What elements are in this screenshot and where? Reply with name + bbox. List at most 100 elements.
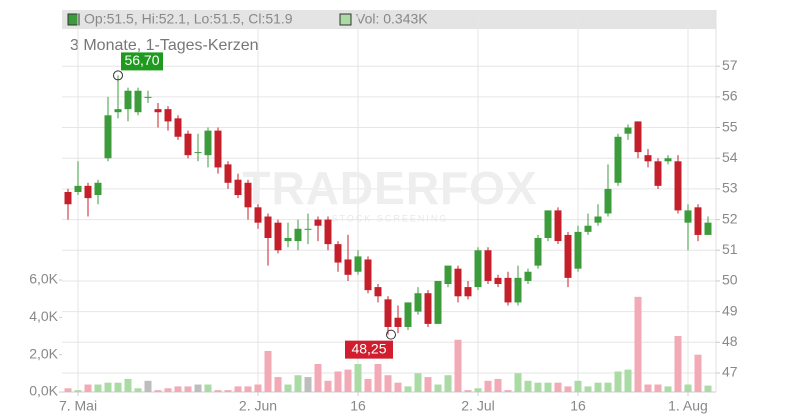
volume-bar [74, 390, 82, 392]
candle-body [384, 299, 392, 327]
volume-bar [244, 386, 252, 392]
volume-bar [354, 364, 362, 392]
volume-bar [534, 382, 542, 392]
volume-bar [174, 386, 182, 392]
y-tick-label: 55 [722, 118, 738, 134]
candle-body [224, 164, 232, 183]
volume-bar [284, 384, 292, 392]
x-tick-label: 2. Jun [239, 398, 277, 414]
volume-bar [134, 388, 142, 392]
candle-body [144, 96, 152, 98]
candle-body [154, 109, 162, 113]
volume-bar [644, 384, 652, 392]
candle-body [604, 188, 612, 214]
candle-body [564, 234, 572, 278]
candle-body [394, 317, 402, 327]
candle-body [414, 293, 422, 312]
volume-text: Vol: 0.343K [356, 11, 428, 27]
volume-bar [394, 382, 402, 392]
volume-bar [504, 390, 512, 392]
volume-bar [704, 385, 712, 392]
candle-body [304, 228, 312, 230]
volume-bar [474, 388, 482, 392]
y-tick-label: 49 [722, 302, 738, 318]
candle-body [164, 109, 172, 122]
candle-body [114, 109, 122, 113]
volume-bar [164, 388, 172, 392]
candle-body [494, 277, 502, 285]
candle-body [654, 161, 662, 186]
candle-body [454, 268, 462, 297]
candle-body [244, 182, 252, 208]
y-tick-label: 53 [722, 180, 738, 196]
volume-bar [614, 371, 622, 392]
high-label: 56,70 [124, 52, 159, 68]
volume-bar [334, 371, 342, 392]
volume-bar [484, 380, 492, 392]
y-tick-label: 50 [722, 272, 738, 288]
volume-bar [84, 384, 92, 392]
candle-body [234, 179, 242, 196]
x-tick-label: 16 [570, 398, 586, 414]
candle-body [174, 118, 182, 137]
volume-bar [694, 354, 702, 392]
volume-bar [434, 384, 442, 392]
candle-body [64, 191, 72, 205]
ohlc-swatch [67, 13, 80, 26]
y-tick-label: 56 [722, 88, 738, 104]
volume-bar [444, 375, 452, 392]
candle-body [424, 293, 432, 324]
x-tick-label: 16 [350, 398, 366, 414]
candle-body [634, 121, 642, 153]
volume-bar [674, 336, 682, 392]
volume-bar [94, 384, 102, 392]
watermark-tagline: STOCK SCREENING [332, 213, 449, 223]
candle-body [554, 210, 562, 242]
candle-body [194, 152, 202, 154]
volume-bar [574, 380, 582, 392]
volume-bar [104, 382, 112, 392]
x-tick-label: 7. Mai [59, 398, 97, 414]
vol-tick-label: 2,0K [29, 345, 58, 361]
volume-bar [324, 380, 332, 392]
candle-body [684, 210, 692, 223]
candle-body [124, 90, 132, 110]
ohlc-text: Op:51.5, Hi:52.1, Lo:51.5, Cl:51.9 [84, 11, 293, 27]
volume-bar [454, 339, 462, 392]
vol-tick-label: 0,0K [29, 383, 58, 399]
candle-body [354, 256, 362, 272]
volume-bar [544, 382, 552, 392]
volume-bar [584, 386, 592, 392]
candle-body [334, 244, 342, 263]
volume-bar [264, 350, 272, 392]
low-marker [386, 329, 396, 340]
y-tick-label: 47 [722, 364, 738, 380]
candle-body [614, 136, 622, 183]
candle-body [704, 222, 712, 235]
candle-body [134, 90, 142, 113]
candle-body [674, 161, 682, 211]
volume-bar [514, 373, 522, 392]
volume-bar [594, 382, 602, 392]
volume-bar [144, 380, 152, 392]
volume-bar [124, 378, 132, 392]
candle-body [534, 237, 542, 266]
candle-body [204, 130, 212, 156]
volume-swatch [339, 13, 352, 26]
high-label-box [121, 52, 163, 71]
candle-body [284, 237, 292, 242]
candle-body [444, 265, 452, 285]
low-label-box [345, 340, 393, 359]
volume-bar [114, 382, 122, 392]
candle-body [474, 250, 482, 288]
volume-bar [464, 390, 472, 392]
volume-bar [254, 384, 262, 392]
y-tick-label: 48 [722, 333, 738, 349]
candle-body [184, 133, 192, 156]
candle-body [214, 130, 222, 168]
volume-bar [424, 377, 432, 392]
volume-bar [64, 388, 72, 392]
candle-body [294, 228, 302, 242]
candle-body [644, 155, 652, 162]
